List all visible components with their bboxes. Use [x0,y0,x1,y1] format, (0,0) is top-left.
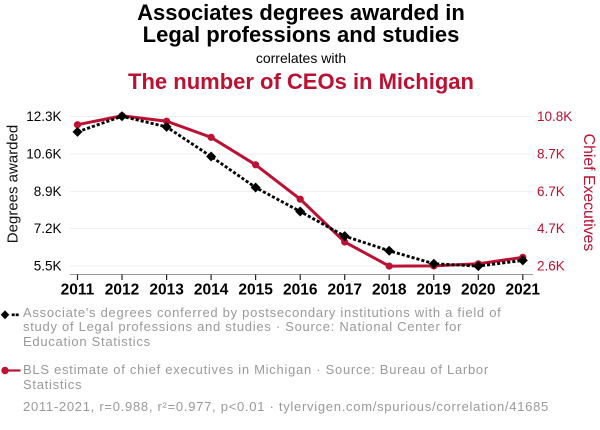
svg-text:10.6K: 10.6K [26,147,61,162]
svg-text:2020: 2020 [461,282,495,299]
svg-text:12.3K: 12.3K [26,109,61,124]
svg-text:10.8K: 10.8K [537,109,572,124]
svg-text:2021: 2021 [506,282,541,299]
svg-text:2014: 2014 [194,282,229,299]
svg-text:2015: 2015 [238,282,273,299]
svg-text:Chief Executives: Chief Executives [580,134,597,252]
svg-text:2016: 2016 [283,282,318,299]
svg-text:Degrees awarded: Degrees awarded [5,125,22,243]
svg-text:8.9K: 8.9K [34,184,62,199]
svg-text:2.6K: 2.6K [537,259,565,274]
svg-text:2011: 2011 [61,282,95,299]
svg-text:2017: 2017 [327,282,361,299]
svg-text:4.7K: 4.7K [537,221,565,236]
svg-text:2018: 2018 [372,282,407,299]
svg-text:5.5K: 5.5K [34,259,62,274]
svg-text:8.7K: 8.7K [537,147,565,162]
svg-text:2019: 2019 [417,282,452,299]
svg-text:2012: 2012 [105,282,139,299]
svg-text:2013: 2013 [149,282,184,299]
svg-text:6.7K: 6.7K [537,184,565,199]
svg-text:7.2K: 7.2K [34,221,62,236]
